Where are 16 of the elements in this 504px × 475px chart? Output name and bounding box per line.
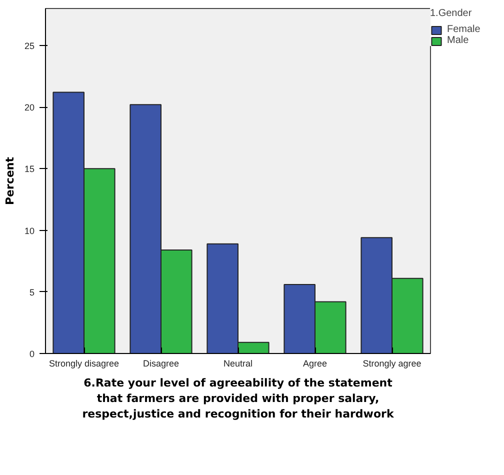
y-axis-title: Percent <box>3 156 16 206</box>
legend-label: Female <box>447 24 480 35</box>
x-tick-label: Agree <box>302 358 328 368</box>
y-tick-label: 25 <box>24 40 35 51</box>
y-tick-label: 10 <box>24 226 35 236</box>
x-tick-label: Neutral <box>223 358 253 368</box>
x-tick-label: Strongly agree <box>362 358 422 368</box>
y-tick-label: 15 <box>24 164 35 174</box>
legend-label: Male <box>447 35 469 46</box>
y-tick-label: 5 <box>29 287 35 298</box>
x-tick-label: Strongly disagree <box>48 358 120 368</box>
x-tick-label: Disagree <box>142 358 180 368</box>
x-axis-title: 6.Rate your level of agreeability of the statement that farmers are provided with proper salary, respect,justice and recognition for their hardwork <box>82 376 394 421</box>
y-tick-label: 0 <box>29 349 35 359</box>
y-tick-label: 20 <box>24 102 35 113</box>
legend-title: 1.Gender <box>430 8 473 19</box>
